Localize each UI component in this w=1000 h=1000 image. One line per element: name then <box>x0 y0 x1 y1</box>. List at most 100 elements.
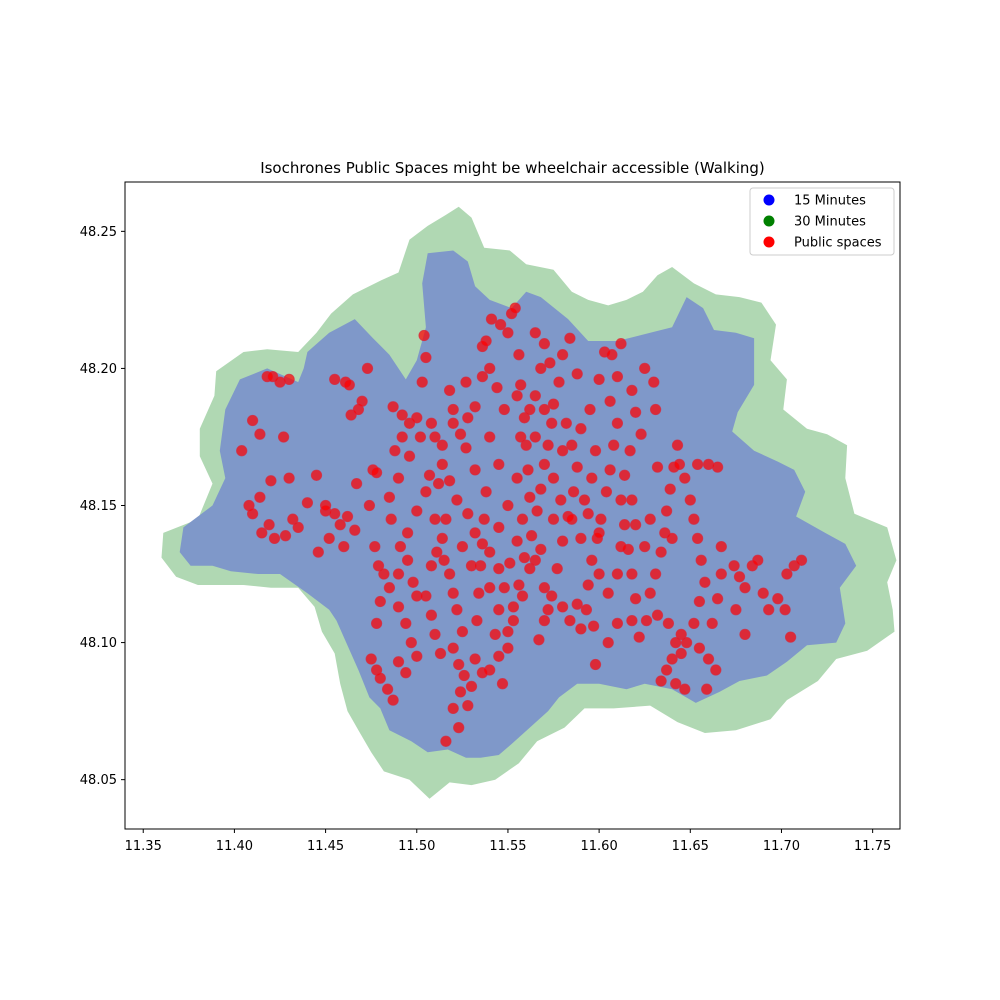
public-space-point <box>392 601 405 613</box>
public-space-point <box>246 508 259 520</box>
public-space-point <box>277 431 290 443</box>
public-space-point <box>515 431 527 443</box>
y-tick-label: 48.10 <box>80 636 117 651</box>
public-space-point <box>440 513 452 525</box>
public-space-point <box>341 510 354 523</box>
public-space-point <box>453 721 465 734</box>
public-space-point <box>688 617 700 630</box>
map-title: Isochrones Public Spaces might be wheelc… <box>260 159 765 177</box>
public-space-point <box>575 623 587 635</box>
public-space-point <box>401 554 414 566</box>
public-space-point <box>462 699 474 712</box>
public-space-point <box>567 486 580 498</box>
public-space-point <box>476 667 489 679</box>
public-space-point <box>493 521 505 534</box>
public-space-point <box>651 461 664 473</box>
public-space-point <box>392 656 405 668</box>
legend-marker-30-minutes <box>763 215 775 227</box>
public-space-point <box>564 614 576 627</box>
public-space-point <box>739 628 751 641</box>
public-space-point <box>593 527 605 539</box>
public-space-point <box>779 604 791 616</box>
public-space-point <box>593 373 605 386</box>
public-space-point <box>629 519 642 531</box>
public-space-point <box>403 450 416 462</box>
public-space-point <box>454 428 467 440</box>
public-space-point <box>369 540 381 553</box>
public-space-point <box>469 527 481 539</box>
public-space-point <box>465 560 478 572</box>
public-space-point <box>582 508 594 520</box>
public-space-point <box>338 540 350 553</box>
map-layers <box>161 206 897 799</box>
public-space-point <box>529 554 541 566</box>
public-space-point <box>493 650 505 662</box>
public-space-point <box>524 403 536 416</box>
public-space-point <box>547 398 560 410</box>
public-space-point <box>626 384 638 397</box>
x-tick-label: 11.70 <box>763 839 800 854</box>
public-space-point <box>374 672 386 684</box>
public-space-point <box>688 513 700 525</box>
public-space-point <box>546 417 558 429</box>
public-space-point <box>460 442 472 454</box>
public-space-point <box>484 546 496 558</box>
public-space-point <box>684 494 696 506</box>
public-space-point <box>283 373 295 386</box>
public-space-point <box>365 653 377 665</box>
public-space-point <box>626 494 638 506</box>
public-space-point <box>420 486 432 498</box>
public-space-point <box>392 568 405 580</box>
public-space-point <box>516 513 529 525</box>
public-space-point <box>416 376 428 388</box>
public-space-point <box>553 376 565 388</box>
public-space-point <box>580 604 593 616</box>
public-space-point <box>715 540 727 553</box>
public-space-point <box>423 469 436 481</box>
public-space-point <box>644 513 656 525</box>
x-tick-label: 11.40 <box>216 839 253 854</box>
public-space-point <box>387 401 399 413</box>
public-space-point <box>611 370 624 383</box>
public-space-point <box>662 617 675 630</box>
public-space-point <box>739 582 751 594</box>
public-space-point <box>453 658 465 671</box>
public-space-point <box>615 494 627 506</box>
public-space-point <box>319 499 332 512</box>
public-space-point <box>575 532 587 545</box>
public-space-point <box>370 617 383 630</box>
public-space-point <box>640 614 653 627</box>
public-space-point <box>556 445 569 457</box>
public-space-point <box>699 576 711 588</box>
public-space-point <box>279 530 292 542</box>
public-space-point <box>480 486 492 498</box>
public-space-point <box>538 582 551 594</box>
public-space-point <box>611 568 624 580</box>
public-space-point <box>664 483 676 495</box>
public-space-point <box>666 532 678 545</box>
public-space-point <box>484 362 496 375</box>
public-space-point <box>629 406 642 418</box>
public-space-point <box>374 595 386 608</box>
public-space-point <box>383 491 396 503</box>
public-space-point <box>513 579 525 591</box>
public-space-point <box>733 571 746 583</box>
public-space-point <box>436 439 448 451</box>
public-space-point <box>473 587 485 599</box>
public-space-point <box>507 614 520 627</box>
public-space-point <box>575 423 587 435</box>
public-space-point <box>618 469 631 481</box>
public-space-point <box>535 483 547 495</box>
public-space-point <box>680 636 693 649</box>
public-space-point <box>392 472 405 484</box>
public-space-point <box>425 609 438 621</box>
public-space-point <box>564 332 576 344</box>
public-space-point <box>400 667 412 679</box>
public-space-point <box>265 475 277 487</box>
public-space-point <box>538 614 551 627</box>
public-space-point <box>520 439 532 451</box>
public-space-point <box>447 587 459 599</box>
public-space-point <box>639 362 651 375</box>
x-tick-label: 11.65 <box>672 839 709 854</box>
